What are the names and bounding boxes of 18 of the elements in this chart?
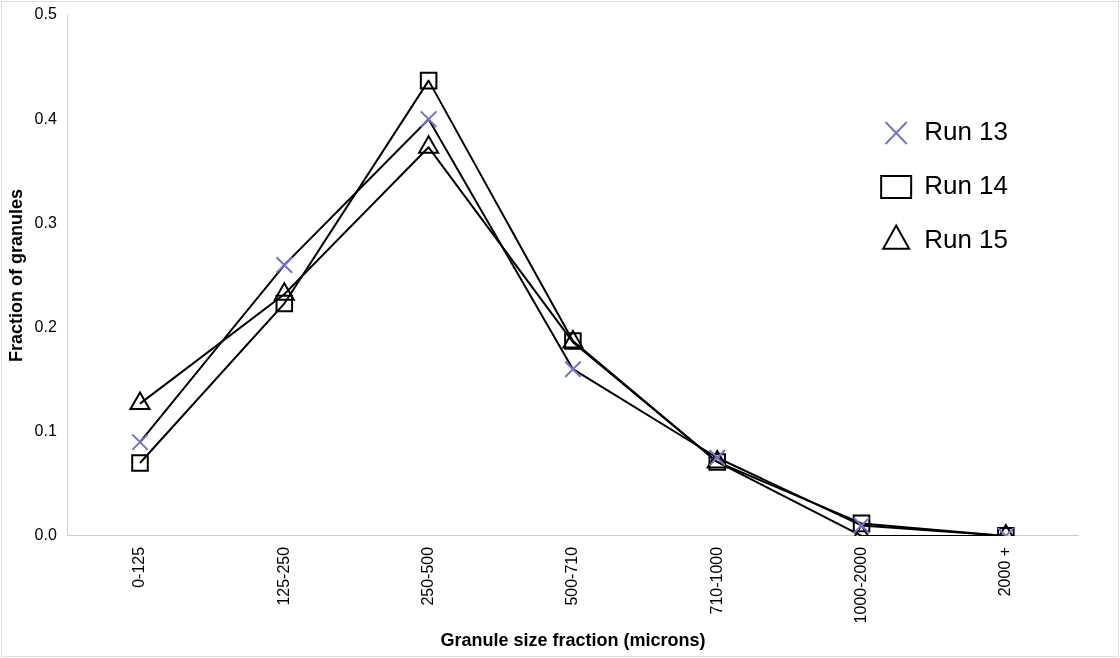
- y-tick-label: 0.1: [34, 422, 57, 440]
- x-axis-title: Granule size fraction (microns): [440, 630, 706, 651]
- x-tick-label: 125-250: [274, 546, 292, 606]
- x-tick-label: 710-1000: [707, 546, 725, 615]
- x-tick-label: 2000 +: [996, 546, 1014, 597]
- legend-label: Run 15: [924, 224, 1008, 255]
- y-tick-label: 0.0: [34, 526, 57, 544]
- legend-label: Run 13: [924, 116, 1008, 147]
- y-tick-label: 0.2: [34, 317, 57, 335]
- y-tick-label: 0.3: [34, 213, 57, 231]
- legend-label: Run 14: [924, 170, 1008, 201]
- y-tick-label: 0.4: [34, 109, 57, 127]
- x-tick-label: 250-500: [419, 546, 437, 606]
- y-axis-title: Fraction of granules: [5, 188, 26, 362]
- x-tick-label: 1000-2000: [851, 546, 869, 624]
- x-tick-label: 500-710: [563, 546, 581, 606]
- y-tick-label: 0.5: [34, 5, 57, 23]
- x-tick-label: 0-125: [130, 546, 148, 588]
